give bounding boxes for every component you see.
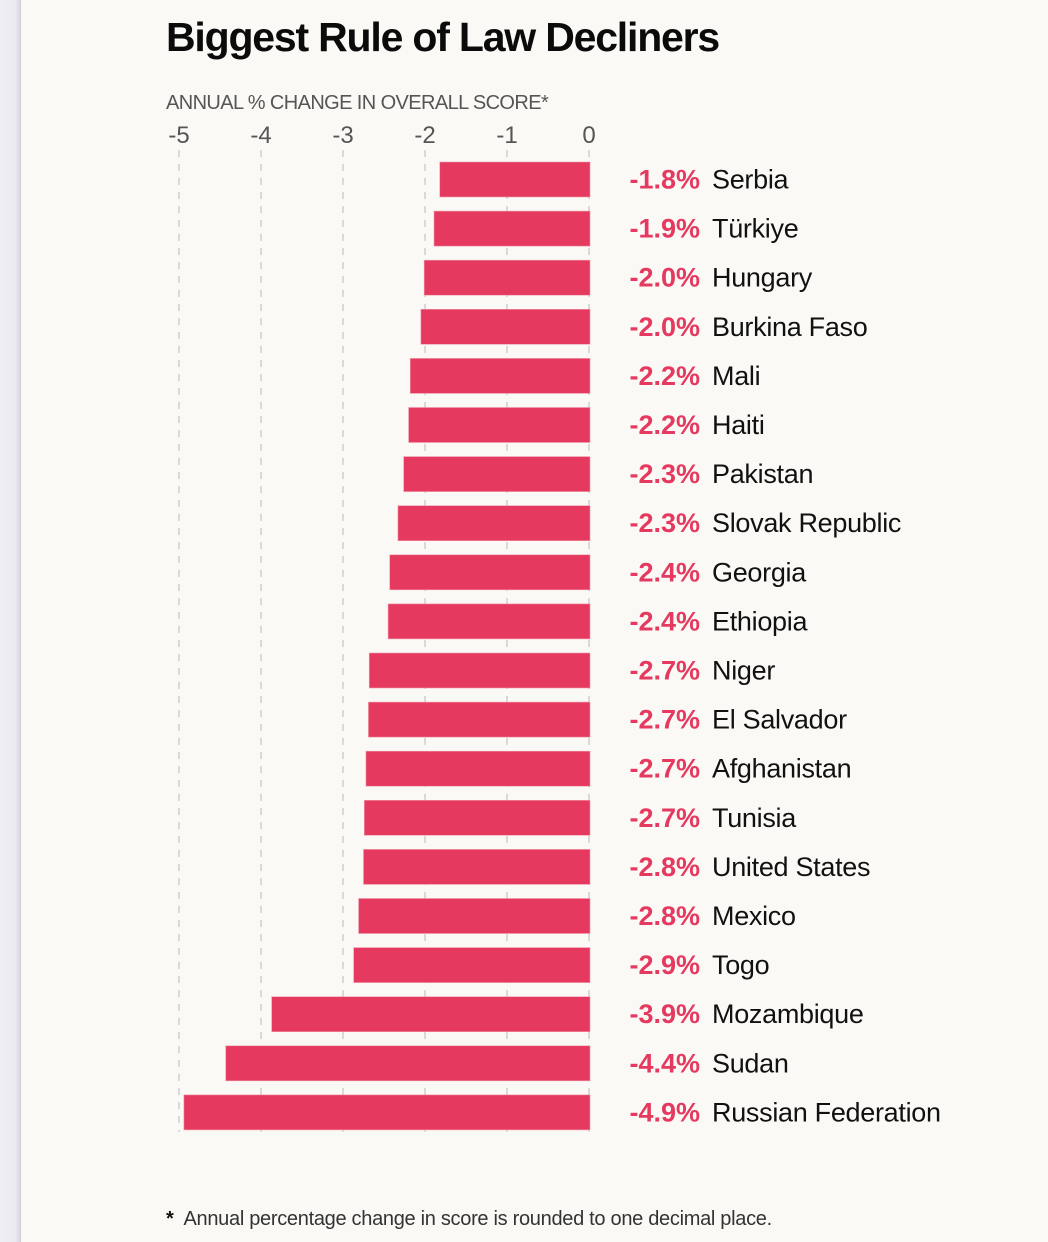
bar — [439, 161, 591, 198]
value-label: -2.8% — [629, 901, 700, 931]
bar — [353, 947, 591, 983]
category-label: Slovak Republic — [712, 508, 901, 538]
category-label: Ethiopia — [712, 606, 808, 636]
value-label: -2.7% — [629, 705, 700, 735]
x-tick-label: -1 — [496, 122, 517, 149]
category-label: Hungary — [712, 263, 813, 293]
value-label: -2.3% — [629, 459, 700, 489]
bar — [397, 505, 591, 542]
category-label: Togo — [712, 950, 769, 980]
bar — [225, 1045, 591, 1082]
chart-title: Biggest Rule of Law Decliners — [166, 14, 720, 60]
bar — [365, 750, 591, 787]
x-axis-label: ANNUAL % CHANGE IN OVERALL SCORE* — [166, 92, 549, 114]
category-label: United States — [712, 852, 870, 882]
category-label: Burkina Faso — [712, 312, 867, 342]
x-tick-label: -5 — [168, 122, 189, 149]
category-label: Afghanistan — [712, 754, 851, 784]
bar — [408, 407, 591, 443]
value-label: -2.0% — [629, 263, 700, 293]
bar — [389, 554, 591, 591]
value-label: -1.8% — [629, 165, 700, 195]
category-label: Mexico — [712, 901, 796, 931]
value-label: -2.4% — [629, 606, 700, 636]
value-label: -2.2% — [629, 410, 700, 440]
value-label: -3.9% — [629, 999, 700, 1029]
gridlines — [178, 150, 590, 1132]
bar — [363, 849, 591, 885]
footnote: * Annual percentage change in score is ro… — [166, 1208, 772, 1231]
category-label: Haiti — [712, 410, 765, 440]
value-label: -2.4% — [629, 557, 700, 587]
bar — [409, 358, 591, 394]
value-label: -2.7% — [629, 656, 700, 686]
bar — [423, 259, 591, 296]
value-label: -2.9% — [629, 950, 700, 980]
x-tick-labels: -5 -4 -3 -2 -1 0 — [168, 122, 595, 149]
bar — [387, 603, 591, 640]
value-label: -1.9% — [629, 214, 700, 244]
value-label: -2.3% — [629, 508, 700, 538]
category-label: Tunisia — [712, 803, 797, 833]
bar — [368, 652, 591, 689]
bar — [403, 456, 591, 492]
category-label: Mozambique — [712, 999, 864, 1029]
bar-labels: -1.8% Serbia -1.9% Türkiye -2.0% Hungary -2.0%… — [629, 165, 941, 1128]
window-edge-strip — [0, 0, 21, 1242]
category-label: Russian Federation — [712, 1097, 941, 1127]
x-tick-label: -4 — [250, 122, 271, 149]
value-label: -4.4% — [629, 1048, 700, 1078]
value-label: -2.7% — [629, 754, 700, 784]
category-label: Niger — [712, 656, 775, 686]
category-label: Mali — [712, 361, 760, 391]
bar — [364, 799, 591, 836]
footnote-marker: * — [166, 1208, 174, 1230]
x-tick-label: -3 — [332, 122, 353, 149]
category-label: Serbia — [712, 165, 790, 195]
bar — [368, 701, 591, 738]
value-label: -2.8% — [629, 852, 700, 882]
bar — [271, 996, 591, 1033]
bar — [358, 898, 591, 934]
value-label: -2.7% — [629, 803, 700, 833]
category-label: El Salvador — [712, 705, 847, 735]
x-tick-label: 0 — [582, 122, 595, 149]
footnote-text: Annual percentage change in score is rou… — [183, 1208, 772, 1230]
bar — [433, 210, 591, 247]
bars — [183, 161, 591, 1131]
bar — [420, 308, 591, 345]
category-label: Sudan — [712, 1048, 789, 1078]
category-label: Georgia — [712, 557, 807, 587]
x-tick-label: -2 — [414, 122, 435, 149]
value-label: -2.2% — [629, 361, 700, 391]
value-label: -4.9% — [629, 1097, 700, 1127]
category-label: Türkiye — [712, 214, 798, 244]
value-label: -2.0% — [629, 312, 700, 342]
bar — [183, 1094, 591, 1131]
category-label: Pakistan — [712, 459, 813, 489]
